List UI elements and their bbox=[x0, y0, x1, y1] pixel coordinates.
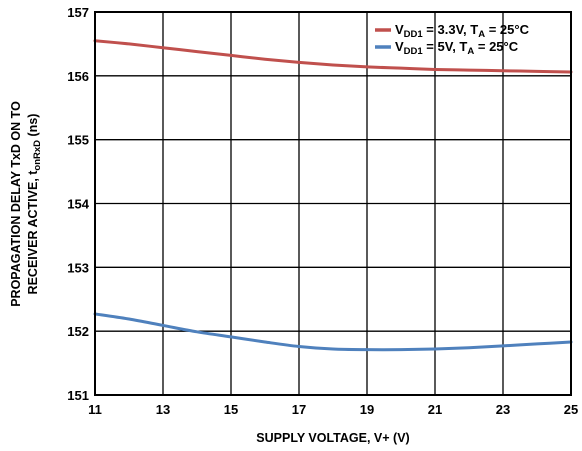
y-axis-label: PROPAGATION DELAY TxD ON TO RECEIVER ACT… bbox=[9, 101, 43, 307]
y-tick-label-4: 155 bbox=[67, 133, 89, 148]
y-tick-label-6: 157 bbox=[67, 5, 89, 20]
legend-entry-vdd1-3v3: VDD1 = 3.3V, TA = 25°C bbox=[375, 22, 530, 40]
y-tick-label-1: 152 bbox=[67, 324, 89, 339]
series-line-0 bbox=[93, 39, 573, 74]
y-tick-labels: 151 152 153 154 155 156 157 bbox=[67, 5, 89, 403]
y-axis-label-line2: RECEIVER ACTIVE, tonRxD (ns) bbox=[26, 114, 43, 295]
x-tick-label-3: 17 bbox=[292, 402, 306, 417]
legend-label-vdd1-5v: VDD1 = 5V, TA = 25°C bbox=[395, 39, 519, 57]
x-tick-label-5: 21 bbox=[428, 402, 442, 417]
plot-frame bbox=[94, 11, 572, 396]
y-tick-label-2: 153 bbox=[67, 260, 89, 275]
series-line-1 bbox=[93, 312, 573, 352]
y-tick-label-0: 151 bbox=[67, 388, 89, 403]
x-tick-label-6: 23 bbox=[496, 402, 510, 417]
legend-label-vdd1-3v3: VDD1 = 3.3V, TA = 25°C bbox=[395, 22, 530, 40]
x-axis-label: SUPPLY VOLTAGE, V+ (V) bbox=[256, 431, 409, 445]
x-tick-label-2: 15 bbox=[224, 402, 238, 417]
x-tick-label-0: 11 bbox=[88, 402, 102, 417]
x-tick-label-1: 13 bbox=[156, 402, 170, 417]
y-axis-label-line1: PROPAGATION DELAY TxD ON TO bbox=[9, 101, 23, 307]
y-tick-label-5: 156 bbox=[67, 69, 89, 84]
legend-entry-vdd1-5v: VDD1 = 5V, TA = 25°C bbox=[375, 39, 519, 57]
x-tick-labels: 11 13 15 17 19 21 23 25 bbox=[88, 402, 578, 417]
series-lines bbox=[93, 39, 573, 352]
legend: VDD1 = 3.3V, TA = 25°C VDD1 = 5V, TA = 2… bbox=[375, 22, 530, 57]
y-tick-label-3: 154 bbox=[67, 197, 89, 212]
x-tick-label-7: 25 bbox=[564, 402, 578, 417]
x-tick-label-4: 19 bbox=[360, 402, 374, 417]
